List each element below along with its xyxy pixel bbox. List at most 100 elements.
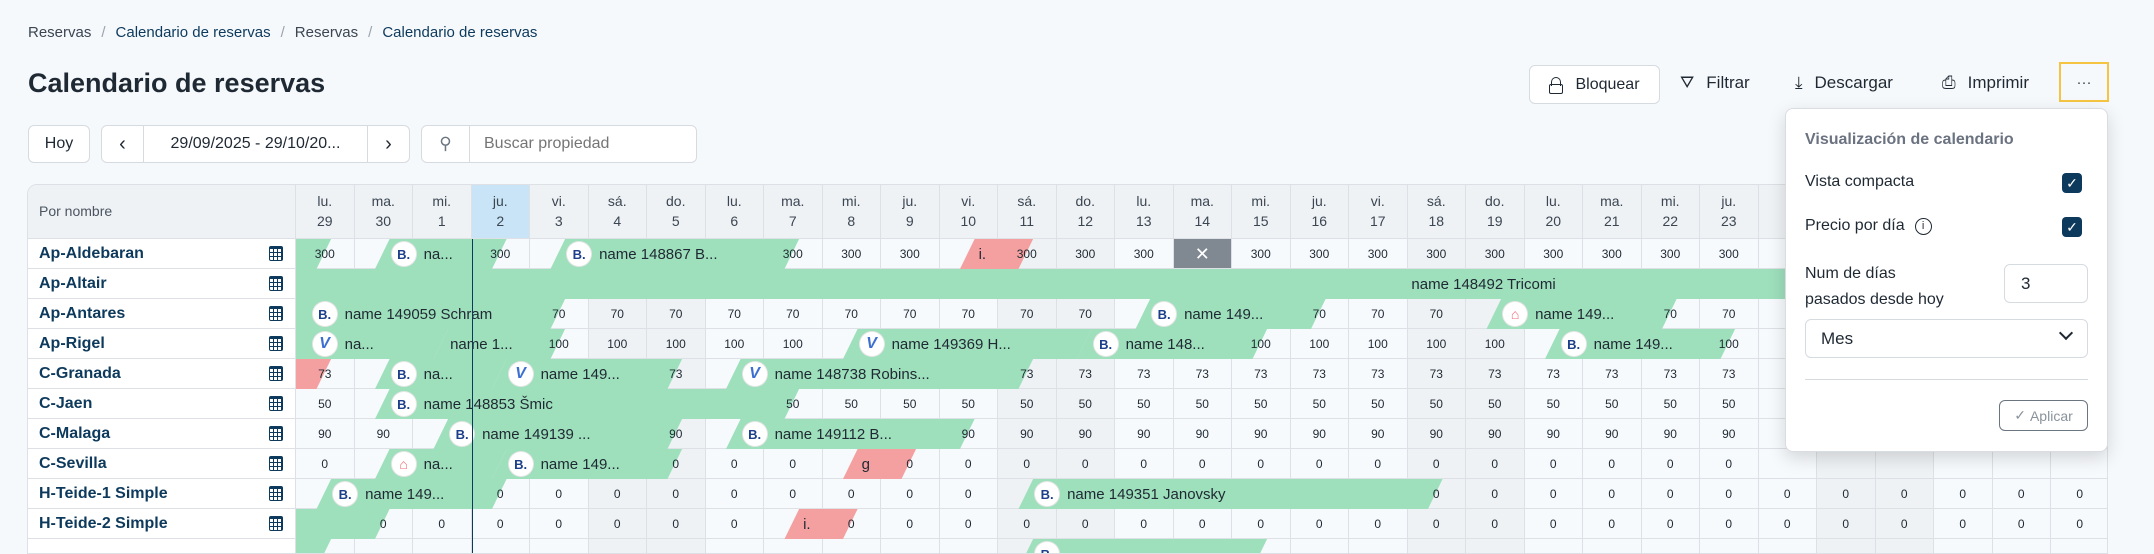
past-days-input[interactable]: 3 — [2004, 264, 2088, 303]
day-header[interactable]: do. 12 — [1056, 185, 1115, 239]
day-cell[interactable]: 300 — [1700, 239, 1759, 269]
day-cell[interactable]: 0 — [998, 509, 1057, 539]
day-cell[interactable] — [1583, 539, 1642, 553]
calendar-icon[interactable] — [269, 426, 283, 441]
day-cell[interactable]: 0 — [1466, 479, 1525, 509]
day-cell[interactable]: 0 — [1524, 449, 1583, 479]
property-name[interactable]: Ap-Rigel — [28, 329, 296, 359]
day-cell[interactable]: 0 — [1641, 479, 1700, 509]
day-cell[interactable] — [705, 539, 764, 553]
day-cell[interactable]: 73 — [1641, 359, 1700, 389]
property-name[interactable]: C-Sevilla — [28, 449, 296, 479]
day-cell[interactable]: 90 — [1056, 419, 1115, 449]
day-cell[interactable]: 0 — [1173, 509, 1232, 539]
day-cell[interactable]: 0 — [1524, 479, 1583, 509]
day-cell[interactable]: 0 — [939, 479, 998, 509]
more-options-button[interactable]: ··· — [2059, 62, 2109, 102]
day-cell[interactable]: 0 — [1641, 509, 1700, 539]
booking-bar[interactable]: ⌂ name 149... — [1486, 299, 1676, 329]
calendar-icon[interactable] — [269, 306, 283, 321]
day-cell[interactable] — [1349, 539, 1408, 553]
day-cell[interactable]: 90 — [1349, 419, 1408, 449]
booking-bar[interactable]: B. name 149... — [1135, 299, 1325, 329]
day-header[interactable]: mi. 22 — [1641, 185, 1700, 239]
day-cell[interactable]: 73 — [1583, 359, 1642, 389]
booking-bar[interactable]: ⌂ na... — [375, 449, 507, 479]
day-cell[interactable]: 300 — [1349, 239, 1408, 269]
day-cell[interactable]: 300 — [1232, 239, 1291, 269]
calendar-icon[interactable] — [269, 276, 283, 291]
date-range-value[interactable]: 29/09/2025 - 29/10/20... — [170, 135, 341, 152]
day-cell[interactable]: 0 — [764, 479, 823, 509]
day-cell[interactable]: 50 — [881, 389, 940, 419]
day-cell[interactable]: 0 — [530, 509, 589, 539]
day-cell[interactable]: 300 — [1641, 239, 1700, 269]
calendar-icon[interactable] — [269, 366, 283, 381]
day-cell[interactable]: 0 — [881, 479, 940, 509]
day-cell[interactable]: 70 — [647, 299, 706, 329]
day-cell[interactable] — [1290, 539, 1349, 553]
booking-bar[interactable]: B. name 148... — [1077, 329, 1267, 359]
day-cell[interactable]: 0 — [1290, 509, 1349, 539]
day-cell[interactable]: 0 — [1349, 509, 1408, 539]
day-cell[interactable]: 0 — [881, 509, 940, 539]
day-cell[interactable]: 50 — [1290, 389, 1349, 419]
day-cell[interactable]: 90 — [1466, 419, 1525, 449]
day-header[interactable]: ju. 16 — [1290, 185, 1349, 239]
compact-view-checkbox[interactable]: ✓ — [2062, 173, 2082, 193]
property-name[interactable]: Ap-Antares — [28, 299, 296, 329]
booking-bar[interactable]: B. name 149139 ... — [433, 419, 682, 449]
day-cell[interactable]: 73 — [1290, 359, 1349, 389]
calendar-icon[interactable] — [269, 336, 283, 351]
day-cell[interactable] — [1817, 449, 1876, 479]
day-cell[interactable]: 0 — [1583, 479, 1642, 509]
day-cell[interactable]: 0 — [1700, 509, 1759, 539]
day-cell[interactable]: 50 — [1232, 389, 1291, 419]
alert-booking-bar[interactable]: i. — [960, 239, 1033, 269]
day-header[interactable]: vi. 3 — [530, 185, 589, 239]
day-cell[interactable]: 73 — [1524, 359, 1583, 389]
day-cell[interactable]: 100 — [1407, 329, 1466, 359]
calendar-icon[interactable] — [269, 456, 283, 471]
booking-bar[interactable]: B. name 148867 B... — [550, 239, 799, 269]
day-cell[interactable]: 0 — [1641, 449, 1700, 479]
day-cell[interactable]: 90 — [1232, 419, 1291, 449]
booking-bar[interactable]: name 1... — [433, 329, 565, 359]
booking-bar[interactable]: B. name 149... — [316, 479, 506, 509]
day-cell[interactable]: 0 — [1115, 449, 1174, 479]
property-name[interactable]: Ap-Aldebaran — [28, 239, 296, 269]
day-header[interactable]: ju. 9 — [881, 185, 940, 239]
day-cell[interactable]: 0 — [764, 449, 823, 479]
day-cell[interactable]: 0 — [2051, 509, 2107, 539]
booking-bar[interactable]: B. name 149... — [1545, 329, 1735, 359]
day-cell[interactable]: 0 — [1758, 479, 1817, 509]
day-header[interactable]: vi. 10 — [939, 185, 998, 239]
day-header[interactable]: vi. 17 — [1349, 185, 1408, 239]
booking-bar[interactable]: B. na... — [375, 359, 507, 389]
day-cell[interactable]: 100 — [1290, 329, 1349, 359]
day-header[interactable]: sá. 18 — [1407, 185, 1466, 239]
day-cell[interactable]: 300 — [1115, 239, 1174, 269]
day-cell[interactable] — [1817, 539, 1876, 553]
day-header[interactable]: ma. 14 — [1173, 185, 1232, 239]
day-cell[interactable]: 90 — [296, 419, 355, 449]
day-header[interactable]: mi. 15 — [1232, 185, 1291, 239]
day-cell[interactable]: 0 — [1056, 509, 1115, 539]
day-cell[interactable]: 70 — [1349, 299, 1408, 329]
day-cell[interactable]: 300 — [1583, 239, 1642, 269]
day-cell[interactable] — [413, 539, 472, 553]
booking-bar[interactable]: B. name 149059 Schram — [296, 299, 565, 329]
day-cell[interactable] — [1992, 539, 2051, 553]
day-cell[interactable]: 0 — [939, 509, 998, 539]
day-header[interactable]: lu. 13 — [1115, 185, 1174, 239]
day-cell[interactable]: 100 — [588, 329, 647, 359]
day-cell[interactable] — [1700, 539, 1759, 553]
day-cell[interactable]: 0 — [1817, 509, 1876, 539]
day-cell[interactable]: 50 — [1524, 389, 1583, 419]
alert-booking-bar[interactable]: i. — [784, 509, 857, 539]
day-cell[interactable]: 73 — [1407, 359, 1466, 389]
day-header[interactable]: do. 19 — [1466, 185, 1525, 239]
